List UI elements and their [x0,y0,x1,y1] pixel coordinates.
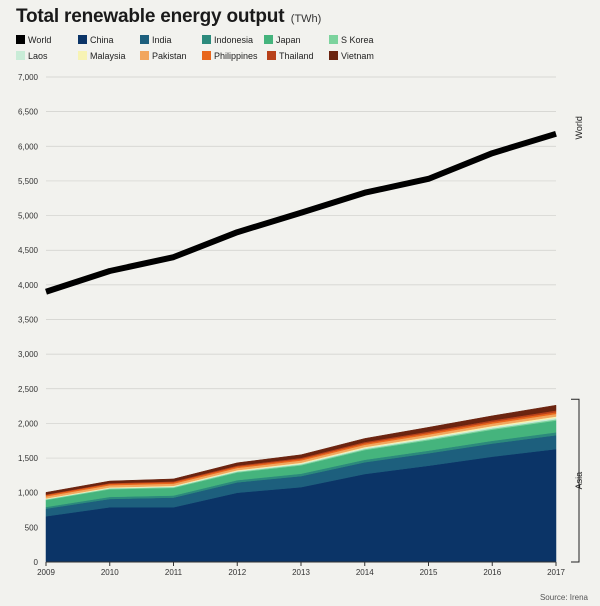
annotation-asia: Asia [574,472,584,490]
x-tick-label: 2017 [547,568,565,577]
asia-bracket [571,398,580,563]
y-tick-label: 0 [34,558,39,567]
legend-item-pakistan: Pakistan [140,49,202,62]
legend-item-japan: Japan [264,33,329,46]
line-series-world [45,130,557,295]
source-note: Source: Irena [539,593,588,602]
x-tick-label: 2016 [483,568,501,577]
y-tick-label: 2,000 [18,419,39,428]
legend-label: Laos [28,50,48,61]
x-tick-label: 2011 [165,568,183,577]
chart-legend: World China India Indonesia Japan S Korea Laos… [16,33,396,62]
y-tick-label: 5,500 [18,177,39,186]
y-tick-label: 3,000 [18,350,39,359]
legend-swatch [140,35,149,44]
y-tick-label: 4,000 [18,281,39,290]
y-tick-label: 2,500 [18,385,39,394]
y-tick-label: 6,500 [18,108,39,117]
legend-label: Thailand [279,50,314,61]
legend-swatch [140,51,149,60]
legend-label: World [28,34,52,45]
y-tick-label: 7,000 [18,73,39,82]
legend-item-philippines: Philippines [202,49,267,62]
legend-swatch [202,35,211,44]
y-tick-label: 1,500 [18,454,39,463]
legend-swatch [329,51,338,60]
legend-item-s-korea: S Korea [329,33,391,46]
x-tick-label: 2012 [228,568,246,577]
legend-item-china: China [78,33,140,46]
legend-item-indonesia: Indonesia [202,33,264,46]
x-tick-label: 2009 [37,568,55,577]
x-tick-label: 2013 [292,568,310,577]
legend-swatch [78,35,87,44]
chart-title-row: Total renewable energy output (TWh) [16,6,321,28]
legend-item-malaysia: Malaysia [78,49,140,62]
legend-item-laos: Laos [16,49,78,62]
legend-swatch [78,51,87,60]
x-tick-label: 2014 [356,568,374,577]
legend-item-vietnam: Vietnam [329,49,391,62]
y-tick-label: 3,500 [18,316,39,325]
legend-label: Malaysia [90,50,126,61]
annotation-world: World [574,116,584,139]
y-tick-label: 1,000 [18,489,39,498]
y-tick-label: 6,000 [18,142,39,151]
legend-swatch [267,51,276,60]
legend-swatch [264,35,273,44]
legend-label: Philippines [214,50,258,61]
y-tick-label: 4,500 [18,246,39,255]
legend-swatch [202,51,211,60]
y-tick-label: 5,000 [18,212,39,221]
legend-item-world: World [16,33,78,46]
legend-label: S Korea [341,34,374,45]
legend-item-thailand: Thailand [267,49,329,62]
legend-swatch [329,35,338,44]
x-tick-label: 2015 [420,568,438,577]
x-tick-label: 2010 [101,568,119,577]
area-series-vietnam [45,404,557,495]
chart-title: Total renewable energy output [16,6,285,27]
chart-unit: (TWh) [290,13,322,25]
legend-label: Indonesia [214,34,254,45]
legend-swatch [16,51,25,60]
legend-label: Japan [276,34,301,45]
legend-label: India [152,34,172,45]
legend-swatch [16,35,25,44]
legend-item-india: India [140,33,202,46]
legend-label: Vietnam [341,50,374,61]
y-tick-label: 500 [25,523,39,532]
legend-label: Pakistan [152,50,187,61]
legend-label: China [90,34,114,45]
